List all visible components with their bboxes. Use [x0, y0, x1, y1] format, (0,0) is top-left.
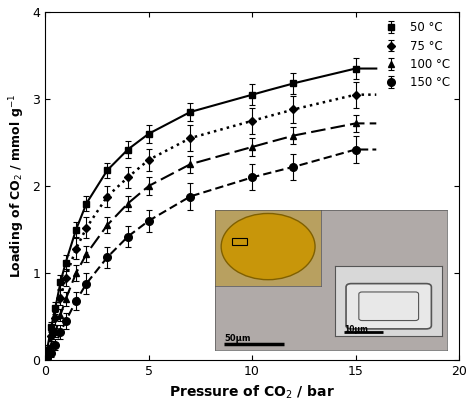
X-axis label: Pressure of CO$_2$ / bar: Pressure of CO$_2$ / bar — [169, 384, 335, 401]
Legend: 50 °C, 75 °C, 100 °C, 150 °C: 50 °C, 75 °C, 100 °C, 150 °C — [374, 18, 453, 93]
Y-axis label: Loading of CO$_2$ / mmol g$^{-1}$: Loading of CO$_2$ / mmol g$^{-1}$ — [7, 94, 27, 278]
